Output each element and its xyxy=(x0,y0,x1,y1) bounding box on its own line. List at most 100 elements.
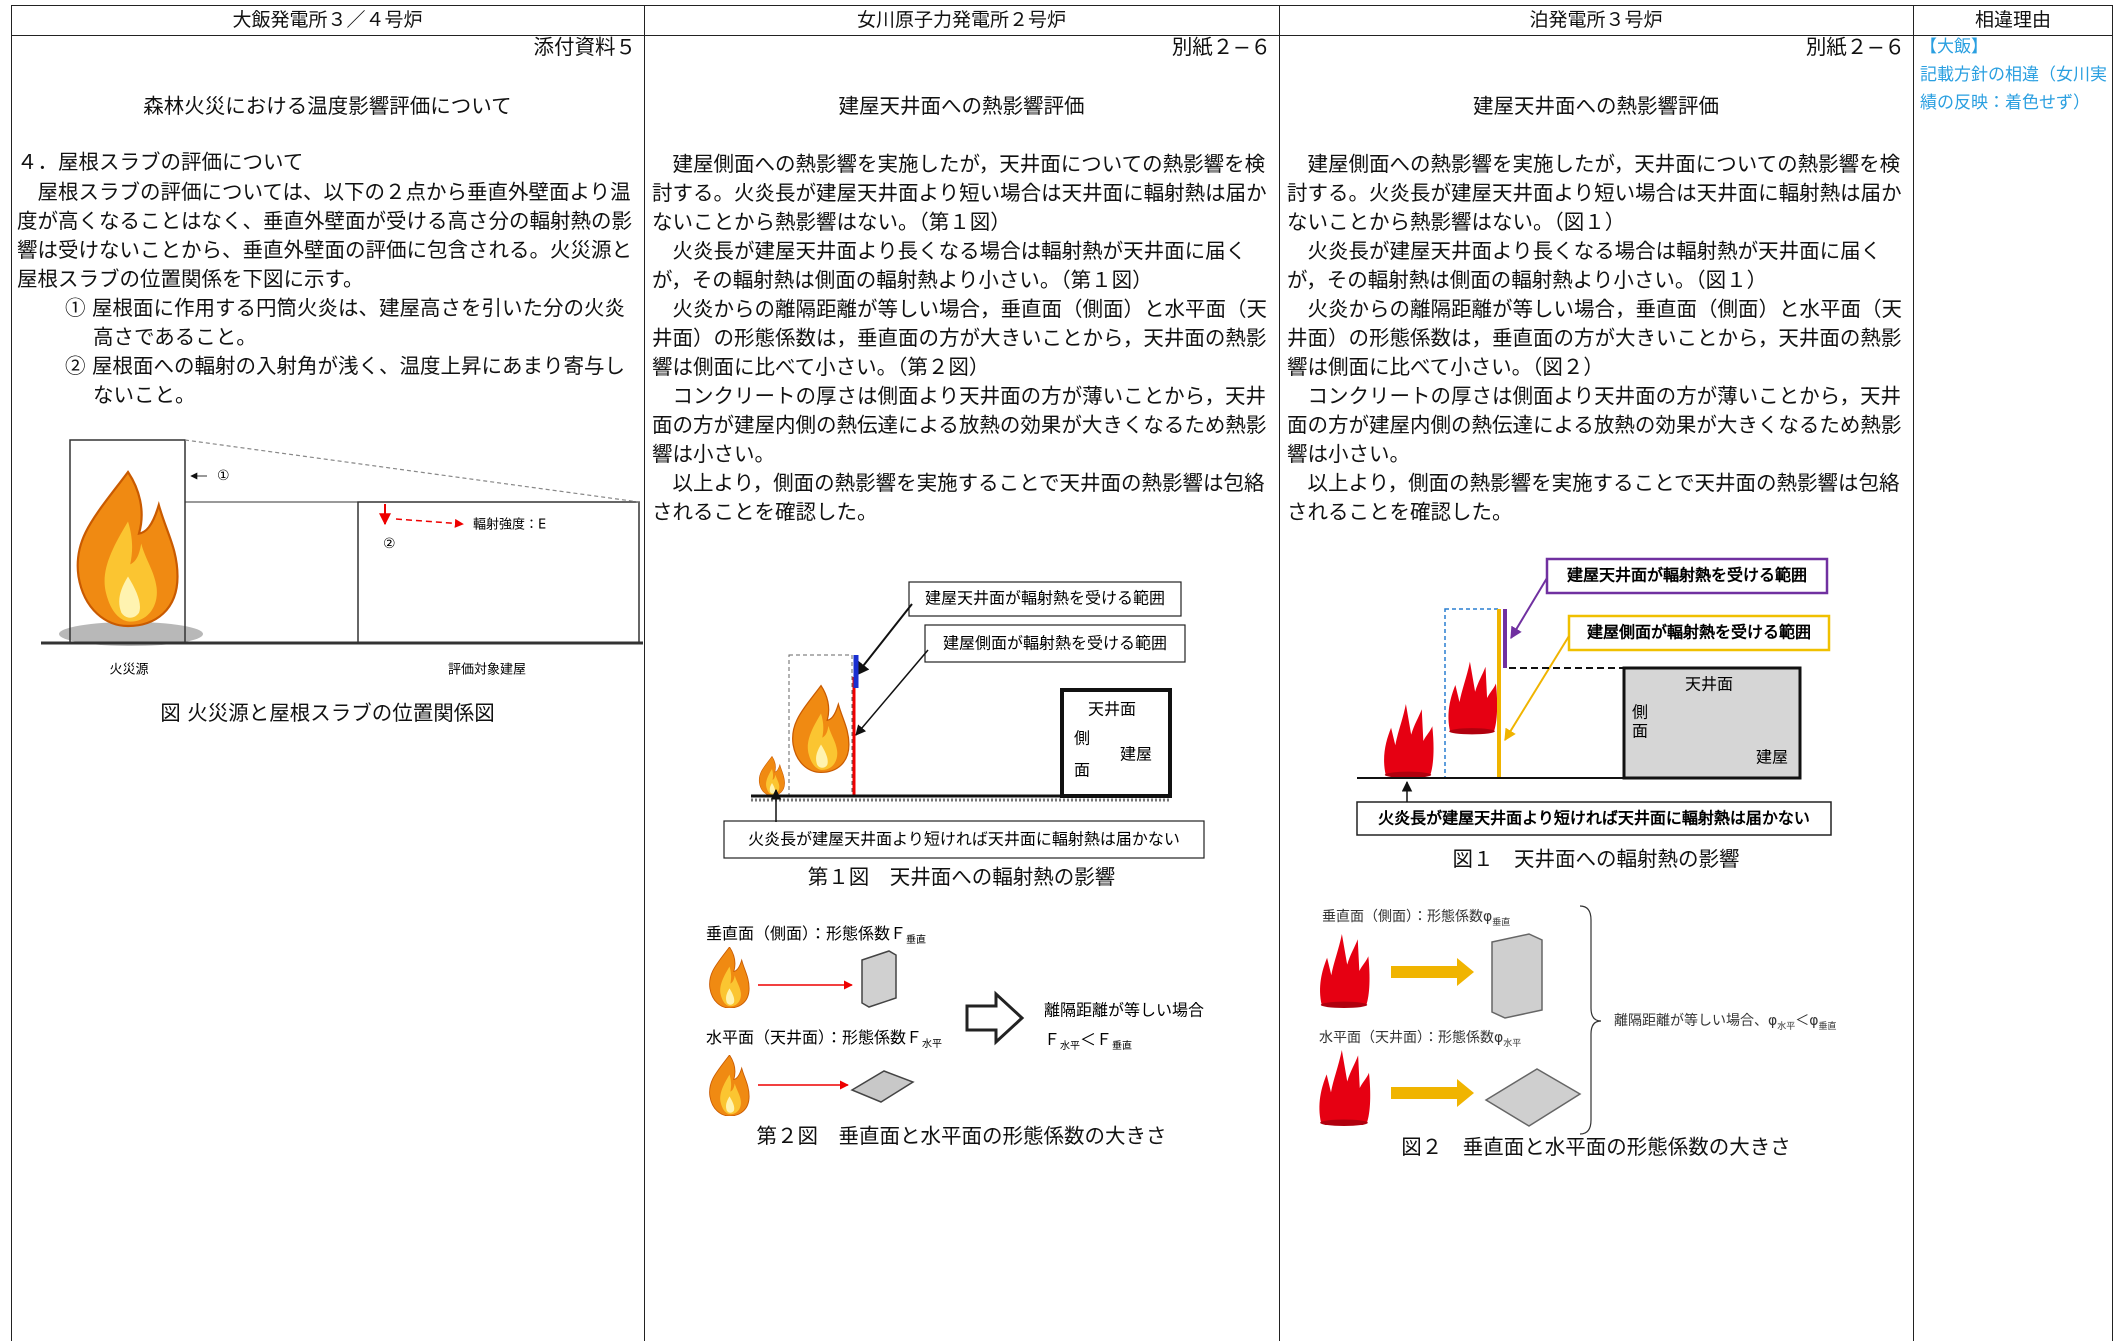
building xyxy=(357,501,640,643)
label: 建屋側面が輻射熱を受ける範囲 xyxy=(943,634,1167,653)
flame xyxy=(1384,704,1434,778)
label-main: ＜φ xyxy=(1795,1013,1818,1029)
caption: 図２ 垂直面と水平面の形態係数の大きさ xyxy=(1401,1135,1791,1159)
label-main: 垂直面（側面）：形態係数Ｆ xyxy=(706,924,906,943)
heading: ４．屋根スラブの評価について xyxy=(17,150,304,174)
label: 建屋側面が輻射熱を受ける範囲 xyxy=(1586,623,1811,642)
label-main: 離隔距離が等しい場合、φ xyxy=(1614,1012,1777,1029)
figure: 垂直面（側面）：形態係数φ垂直 水平面（天井面）：形態係数φ水平 離隔距離が等し… xyxy=(1319,905,1837,1135)
horizontal-panel xyxy=(850,1070,915,1103)
label: 建屋天井面が輻射熱を受ける範囲 xyxy=(1566,566,1807,585)
label-box xyxy=(908,581,1182,617)
label: Ｆ水平＜Ｆ垂直 xyxy=(1044,1030,1132,1053)
arrow xyxy=(855,649,929,736)
building xyxy=(1622,666,1802,780)
label-box xyxy=(1567,614,1831,652)
horizontal-panel xyxy=(1484,1068,1582,1127)
paragraph: 建屋側面への熱影響を実施したが，天井面についての熱影響を検討する。火炎長が建屋天… xyxy=(1287,152,1902,234)
list-item: ② 屋根面への輻射の入射角が浅く、温度上昇にあまり寄与しないこと。 xyxy=(65,354,626,407)
flame xyxy=(1448,661,1498,735)
paragraph: 火炎長が建屋天井面より長くなる場合は輻射熱が天井面に届くが，その輻射熱は側面の輻… xyxy=(652,239,1247,292)
label: 面 xyxy=(1074,761,1090,780)
label-sub: 垂直 xyxy=(1819,1020,1837,1032)
paragraph: 火炎からの離隔距離が等しい場合，垂直面（側面）と水平面（天井面）の形態係数は，垂… xyxy=(1287,297,1902,379)
column-border xyxy=(1913,5,2113,1341)
label-sub: 垂直 xyxy=(906,933,926,946)
reference: 別紙２−６ xyxy=(1171,35,1271,59)
label: 輻射強度：E xyxy=(473,517,546,533)
figure: 建屋天井面が輻射熱を受ける範囲 建屋側面が輻射熱を受ける範囲 天井面 側 面 建… xyxy=(1356,557,1832,836)
label-box xyxy=(1356,801,1832,836)
marker: ① xyxy=(217,468,230,484)
flame xyxy=(76,470,179,628)
label: 側 xyxy=(1074,729,1090,748)
paragraph: 以上より，側面の熱影響を実施することで天井面の熱影響は包絡されることを確認した。 xyxy=(1287,471,1900,524)
big-arrow xyxy=(965,990,1025,1046)
figure: ① ② 輻射強度：E 火災源 評価対象建屋 xyxy=(41,439,643,678)
flame xyxy=(1319,1050,1371,1126)
label: 天井面 xyxy=(1088,700,1136,719)
label: 評価対象建屋 xyxy=(448,663,526,678)
flame xyxy=(709,1055,750,1116)
label: 離隔距離が等しい場合 xyxy=(1044,1001,1204,1020)
reason-tag: 【大飯】 xyxy=(1920,37,1988,57)
label: 天井面 xyxy=(1685,675,1733,694)
body: 建屋側面への熱影響を実施したが，天井面についての熱影響を検討する。火炎長が建屋天… xyxy=(652,150,1273,527)
brace xyxy=(1579,905,1602,1135)
caption: 第２図 垂直面と水平面の形態係数の大きさ xyxy=(756,1124,1167,1148)
body: 建屋側面への熱影響を実施したが，天井面についての熱影響を検討する。火炎長が建屋天… xyxy=(1287,150,1907,527)
label-sub: 水平 xyxy=(1503,1037,1521,1049)
label: 建屋 xyxy=(1756,748,1788,767)
label-sub: 垂直 xyxy=(1492,916,1510,928)
flame xyxy=(791,684,850,774)
label-main: Ｆ xyxy=(1044,1030,1060,1049)
label: 火炎長が建屋天井面より短ければ天井面に輻射熱は届かない xyxy=(1378,809,1810,828)
marker: ② xyxy=(383,536,396,552)
section-title: 建屋天井面への熱影響評価 xyxy=(1473,94,1719,118)
figure: 建屋天井面が輻射熱を受ける範囲 建屋側面が輻射熱を受ける範囲 天井面 側 面 建… xyxy=(723,581,1205,859)
flame-range xyxy=(788,654,853,797)
arrow xyxy=(1391,1079,1474,1107)
reference: 別紙２−６ xyxy=(1805,35,1905,59)
arrow xyxy=(855,603,913,677)
building xyxy=(1060,688,1172,798)
shadow xyxy=(59,622,203,646)
label: 面 xyxy=(1632,722,1648,741)
label-sub: 水平 xyxy=(922,1038,942,1050)
label-main: 水平面（天井面）：形態係数φ xyxy=(1319,1030,1503,1046)
label: 火災源 xyxy=(109,663,148,678)
label-sub: 水平 xyxy=(1777,1020,1795,1032)
paragraph: 以上より，側面の熱影響を実施することで天井面の熱影響は包絡されることを確認した。 xyxy=(652,471,1265,524)
figure: 垂直面（側面）：形態係数Ｆ垂直 離隔距離が等しい場合 Ｆ水平＜Ｆ垂直 水平面（天… xyxy=(706,924,1204,1116)
label-sub: 垂直 xyxy=(1112,1039,1132,1052)
paragraph: 火炎からの離隔距離が等しい場合，垂直面（側面）と水平面（天井面）の形態係数は，垂… xyxy=(652,297,1267,379)
label-box xyxy=(1545,557,1829,595)
section-title: 建屋天井面への熱影響評価 xyxy=(838,94,1085,118)
caption: 図１ 天井面への輻射熱の影響 xyxy=(1452,847,1740,871)
header-cell: 大飯発電所３／４号炉 xyxy=(232,9,423,31)
label-main: ＜Ｆ xyxy=(1080,1030,1112,1049)
paragraph: 火炎長が建屋天井面より長くなる場合は輻射熱が天井面に届くが，その輻射熱は側面の輻… xyxy=(1287,239,1882,292)
reference: 添付資料５ xyxy=(533,35,637,59)
header-bottom xyxy=(11,35,2113,36)
label-box xyxy=(924,624,1186,663)
flame xyxy=(758,756,785,796)
paragraph: コンクリートの厚さは側面より天井面の方が薄いことから，天井面の方が建屋内側の熱伝… xyxy=(1287,384,1902,466)
header-cell: 泊発電所３号炉 xyxy=(1529,9,1663,31)
label-sub: 水平 xyxy=(1060,1040,1080,1052)
header-cell: 相違理由 xyxy=(1974,9,2051,31)
label-box xyxy=(723,820,1205,859)
label: 側 xyxy=(1632,703,1648,722)
reason-text: 記載方針の相違（女川実績の反映：着色せず） xyxy=(1920,65,2107,113)
section-title: 森林火災における温度影響評価について xyxy=(143,94,512,118)
arrow xyxy=(1510,577,1548,640)
arrow xyxy=(1391,958,1474,986)
column-border xyxy=(1279,5,1913,1341)
flame xyxy=(709,947,750,1008)
caption: 図 火災源と屋根スラブの位置関係図 xyxy=(160,701,495,725)
column-border xyxy=(644,5,1279,1341)
vertical-panel xyxy=(861,950,897,1008)
label: 火炎長が建屋天井面より短ければ天井面に輻射熱は届かない xyxy=(748,830,1180,849)
list-item: ① 屋根面に作用する円筒火炎は、建屋高さを引いた分の火炎高さであること。 xyxy=(65,296,626,349)
label: 水平面（天井面）：形態係数φ水平 xyxy=(1319,1030,1521,1049)
